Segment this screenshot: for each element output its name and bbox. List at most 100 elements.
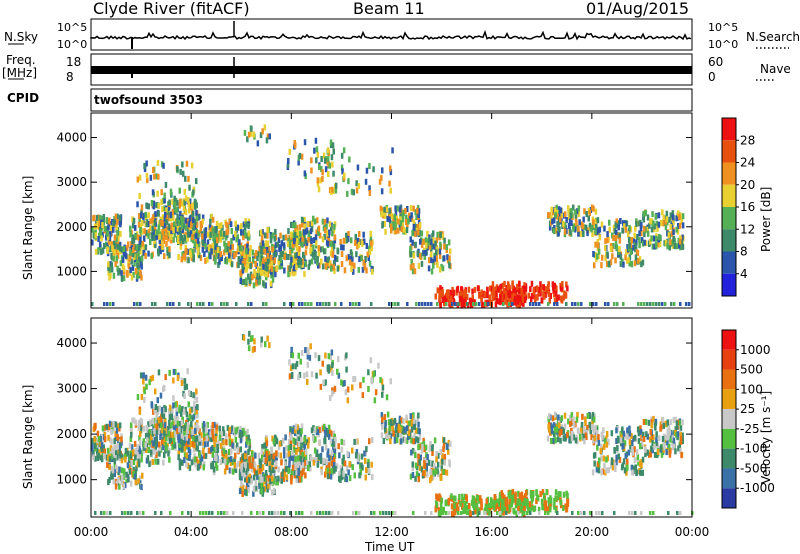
echo-cell: [190, 162, 194, 169]
echo-cell: [214, 244, 217, 251]
echo-cell: [186, 228, 190, 235]
echo-cell: [632, 237, 636, 244]
echo-cell: [471, 495, 475, 502]
echo-cell: [567, 418, 570, 425]
echo-cell: [118, 470, 122, 477]
echo-cell: [251, 249, 255, 256]
echo-cell: [339, 238, 342, 245]
echo-cell: [653, 235, 656, 242]
echo-cell: [272, 267, 276, 274]
echo-cell: [573, 226, 577, 233]
echo-cell: [680, 239, 684, 246]
echo-cell: [287, 271, 290, 278]
echo-cell: [188, 184, 191, 191]
echo-cell: [279, 232, 282, 239]
echo-cell: [567, 222, 571, 229]
echo-cell: [321, 263, 325, 270]
echo-cell: [301, 462, 305, 469]
echo-cell: [307, 263, 311, 270]
echo-cell: [190, 459, 194, 466]
echo-cell: [553, 498, 556, 504]
echo-cell: [394, 302, 397, 306]
echo-cell: [132, 417, 136, 424]
echo-cell: [550, 215, 553, 222]
echo-cell: [508, 302, 511, 306]
echo-cell: [145, 425, 149, 432]
echo-cell: [217, 261, 220, 268]
echo-cell: [161, 220, 165, 227]
echo-cell: [304, 249, 308, 256]
echo-cell: [256, 255, 259, 262]
echo-cell: [120, 439, 123, 446]
echo-cell: [277, 475, 280, 482]
echo-cell: [447, 239, 451, 246]
power-colorbar-segment: [722, 184, 736, 207]
echo-cell: [675, 243, 679, 250]
echo-cell: [204, 423, 208, 430]
echo-cell: [345, 465, 349, 472]
echo-cell: [271, 475, 274, 482]
echo-cell: [139, 270, 142, 276]
echo-cell: [242, 466, 246, 473]
echo-cell: [158, 450, 161, 457]
echo-cell: [120, 433, 123, 440]
echo-cell: [510, 493, 513, 500]
echo-cell: [583, 438, 586, 445]
echo-cell: [194, 461, 197, 468]
echo-cell: [103, 453, 106, 460]
echo-cell: [201, 246, 205, 253]
echo-cell: [226, 228, 230, 235]
echo-cell: [431, 259, 435, 266]
echo-cell: [611, 243, 615, 249]
echo-cell: [443, 243, 446, 250]
echo-cell: [177, 238, 180, 244]
echo-cell: [161, 206, 164, 213]
echo-cell: [421, 302, 424, 306]
echo-cell: [101, 425, 105, 432]
echo-cell: [228, 467, 232, 474]
power-colorbar-segment: [722, 207, 736, 230]
echo-cell: [334, 437, 337, 443]
echo-cell: [565, 228, 568, 235]
echo-cell: [160, 412, 164, 419]
echo-cell: [246, 463, 250, 470]
echo-cell: [591, 414, 595, 421]
echo-cell: [116, 243, 120, 250]
echo-cell: [112, 302, 115, 306]
echo-cell: [522, 495, 525, 502]
echo-cell: [164, 227, 168, 234]
echo-cell: [560, 415, 564, 422]
echo-cell: [333, 452, 337, 459]
echo-cell: [294, 142, 297, 149]
echo-cell: [115, 450, 118, 457]
echo-cell: [214, 436, 218, 442]
echo-cell: [542, 284, 545, 291]
echo-cell: [141, 220, 144, 226]
echo-cell: [411, 472, 415, 478]
echo-cell: [553, 302, 556, 306]
echo-cell: [229, 249, 232, 256]
echo-cell: [247, 131, 251, 138]
echo-cell: [368, 163, 371, 169]
echo-cell: [228, 436, 231, 443]
echo-cell: [600, 469, 603, 476]
echo-cell: [577, 205, 581, 212]
nsearch-label: N.Search: [746, 30, 800, 44]
echo-cell: [430, 257, 433, 264]
echo-cell: [490, 285, 494, 292]
echo-cell: [452, 510, 455, 517]
echo-cell: [448, 461, 452, 468]
echo-cell: [333, 433, 336, 440]
echo-cell: [314, 251, 317, 257]
echo-cell: [583, 426, 586, 433]
echo-cell: [218, 235, 221, 241]
echo-cell: [97, 436, 101, 442]
echo-cell: [422, 440, 426, 447]
echo-cell: [530, 296, 533, 303]
echo-cell: [398, 415, 402, 422]
echo-cell: [238, 488, 242, 495]
echo-cell: [129, 231, 132, 238]
echo-cell: [330, 467, 333, 474]
echo-cell: [471, 288, 474, 295]
echo-cell: [106, 447, 110, 454]
